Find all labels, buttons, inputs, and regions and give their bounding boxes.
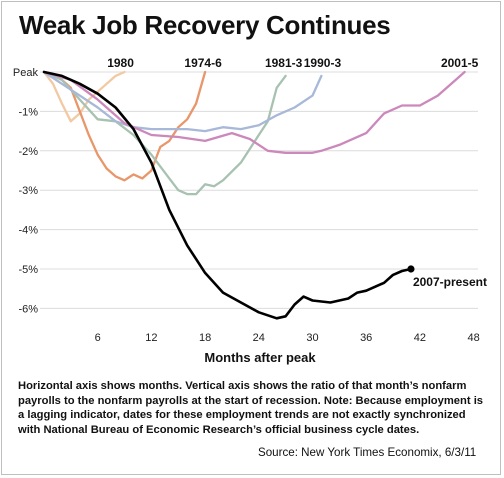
chart-note: Horizontal axis shows months. Vertical a…	[18, 380, 484, 436]
x-tick-label: 42	[414, 332, 426, 344]
x-axis-label: Months after peak	[204, 350, 316, 365]
source-credit: Source: New York Times Economix, 6/3/11	[258, 446, 477, 459]
series-label: 1981-3	[265, 56, 303, 70]
y-axis-tick-labels: Peak -1% -2% -3% -4% -5% -6%	[13, 67, 39, 315]
x-tick-label: 6	[95, 332, 101, 344]
series-label: 1980	[107, 56, 134, 70]
y-tick-label: Peak	[13, 67, 39, 79]
x-axis-tick-labels: 6 12 18 24 30 36 42 48	[95, 332, 480, 344]
series-label: 2007-present	[413, 275, 487, 289]
y-tick-label: -3%	[18, 185, 38, 197]
y-tick-label: -1%	[18, 106, 38, 118]
x-tick-label: 30	[306, 332, 318, 344]
series-lines	[42, 70, 466, 320]
end-marker	[407, 265, 415, 273]
y-tick-label: -5%	[18, 264, 38, 276]
x-tick-label: 48	[467, 332, 479, 344]
y-tick-label: -4%	[18, 225, 38, 237]
x-tick-label: 12	[145, 332, 157, 344]
x-tick-label: 36	[360, 332, 372, 344]
series-line-2007-present	[42, 70, 413, 320]
series-line-1981-3	[42, 70, 287, 196]
series-line-1990-3	[42, 70, 323, 133]
series-line-1974-6	[42, 70, 207, 182]
series-label: 2001-5	[441, 56, 479, 70]
series-labels: 1980 1974-6 1981-3 1990-3 2001-5 2007-present	[107, 56, 487, 289]
x-tick-label: 18	[199, 332, 211, 344]
series-label: 1974-6	[184, 56, 222, 70]
x-tick-label: 24	[253, 332, 265, 344]
chart-title: Weak Job Recovery Continues	[19, 10, 391, 40]
y-tick-label: -2%	[18, 146, 38, 158]
series-line-1980	[42, 70, 126, 123]
y-tick-label: -6%	[18, 303, 38, 315]
series-label: 1990-3	[304, 56, 342, 70]
